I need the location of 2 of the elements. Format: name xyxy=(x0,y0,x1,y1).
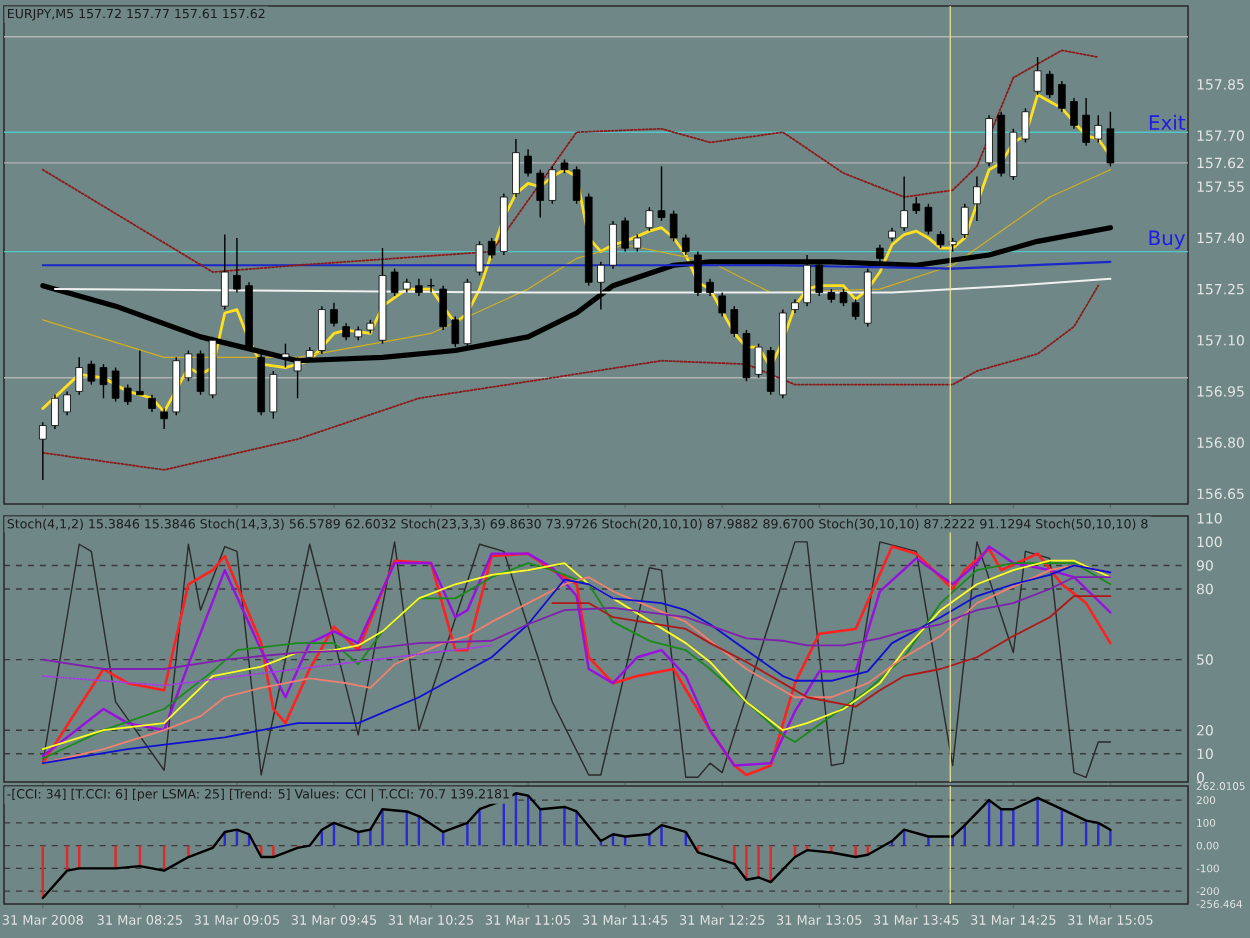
ref-line-label: Buy xyxy=(1149,230,1186,250)
ref-line-label: Exit xyxy=(1149,114,1186,130)
